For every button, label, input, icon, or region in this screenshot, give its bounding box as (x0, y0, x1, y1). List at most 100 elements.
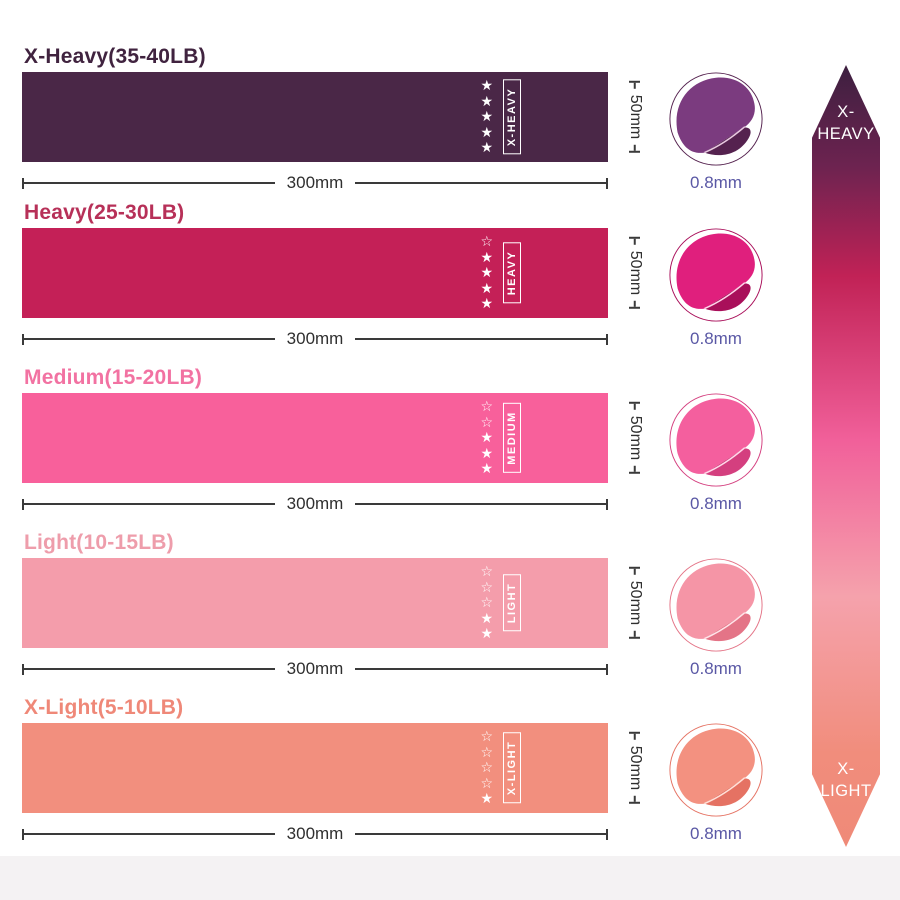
width-dimension: 300mm (22, 329, 608, 349)
star-icon: ☆ (480, 743, 493, 760)
star-icon: ★ (480, 279, 493, 296)
band-marks: ☆ ★ ★ ★ ★ HEAVY (480, 232, 524, 314)
width-label: 300mm (286, 329, 344, 348)
star-icon: ☆ (480, 413, 493, 430)
dimension-tick (22, 498, 24, 510)
thickness-label: 0.8mm (690, 659, 742, 678)
dimension-line (355, 338, 606, 340)
band-marks: ☆ ☆ ★ ★ ★ MEDIUM (480, 397, 524, 479)
level-tag-wrap: LIGHT (500, 562, 524, 644)
dimension-line (355, 182, 606, 184)
width-label: 300mm (286, 659, 344, 678)
width-dimension: 300mm (22, 494, 608, 514)
arrow-label-x-light: X- LIGHT (820, 760, 872, 800)
band-swatch: ☆ ★ ★ ★ ★ HEAVY (22, 228, 608, 318)
dimension-tick (629, 300, 641, 310)
star-icon: ☆ (480, 759, 493, 776)
dimension-line (24, 503, 275, 505)
folded-band-icon (669, 723, 763, 817)
dimension-line (355, 668, 606, 670)
dimension-line (24, 833, 275, 835)
height-dimension: 50mm (618, 228, 652, 318)
folded-band-icon (669, 393, 763, 487)
width-dimension: 300mm (22, 824, 608, 844)
star-icon: ☆ (480, 563, 493, 580)
band-section-x-heavy: X-Heavy(35-40LB) ★ ★ ★ ★ ★ X-HEAVY 300mm (0, 45, 900, 210)
dimension-tick (606, 177, 608, 189)
width-label: 300mm (286, 173, 344, 192)
dimension-line (355, 503, 606, 505)
band-photo-thumbnail (668, 227, 764, 323)
star-icon: ☆ (480, 398, 493, 415)
dimension-tick (606, 498, 608, 510)
height-label: 50mm (627, 580, 644, 626)
band-photo-thumbnail (668, 392, 764, 488)
star-rating: ☆ ☆ ☆ ★ ★ (480, 564, 493, 642)
level-tag: X-LIGHT (503, 732, 521, 804)
star-icon: ★ (480, 108, 493, 125)
dimension-line (24, 182, 275, 184)
folded-band-icon (669, 558, 763, 652)
band-section-light: Light(10-15LB) ☆ ☆ ☆ ★ ★ LIGHT 300mm (0, 531, 900, 696)
star-icon: ☆ (480, 233, 493, 250)
band-swatch: ☆ ☆ ☆ ★ ★ LIGHT (22, 558, 608, 648)
thickness-label: 0.8mm (690, 494, 742, 513)
width-dimension: 300mm (22, 659, 608, 679)
star-icon: ★ (480, 123, 493, 140)
height-dimension: 50mm (618, 393, 652, 483)
star-icon: ★ (480, 444, 493, 461)
star-icon: ★ (480, 139, 493, 156)
star-icon: ★ (480, 295, 493, 312)
band-title: Medium(15-20LB) (24, 366, 203, 389)
width-label: 300mm (286, 824, 344, 843)
star-icon: ★ (480, 77, 493, 94)
dimension-line (24, 668, 275, 670)
star-icon: ★ (480, 609, 493, 626)
dimension-tick (22, 177, 24, 189)
level-tag: HEAVY (503, 242, 521, 304)
dimension-tick (606, 333, 608, 345)
dimension-tick (606, 828, 608, 840)
dimension-tick (629, 566, 641, 576)
star-icon: ★ (480, 429, 493, 446)
thickness-label: 0.8mm (690, 824, 742, 843)
star-icon: ★ (480, 460, 493, 477)
level-tag: LIGHT (503, 574, 521, 632)
star-icon: ★ (480, 264, 493, 281)
level-tag: MEDIUM (503, 403, 521, 473)
dimension-tick (629, 401, 641, 411)
height-label: 50mm (627, 250, 644, 296)
dimension-tick (629, 795, 641, 805)
height-dimension: 50mm (618, 723, 652, 813)
dimension-tick (22, 663, 24, 675)
width-dimension: 300mm (22, 173, 608, 193)
star-icon: ☆ (480, 774, 493, 791)
star-icon: ☆ (480, 728, 493, 745)
band-title: Heavy(25-30LB) (24, 201, 185, 224)
level-tag: X-HEAVY (503, 79, 521, 155)
star-rating: ★ ★ ★ ★ ★ (480, 78, 493, 156)
height-label: 50mm (627, 415, 644, 461)
band-swatch: ☆ ☆ ★ ★ ★ MEDIUM (22, 393, 608, 483)
dimension-tick (629, 80, 641, 90)
band-marks: ☆ ☆ ☆ ★ ★ LIGHT (480, 562, 524, 644)
star-icon: ☆ (480, 578, 493, 595)
height-dimension: 50mm (618, 558, 652, 648)
star-icon: ★ (480, 790, 493, 807)
star-icon: ★ (480, 92, 493, 109)
level-tag-wrap: X-HEAVY (500, 76, 524, 158)
width-label: 300mm (286, 494, 344, 513)
star-icon: ☆ (480, 594, 493, 611)
arrow-label-x-heavy: X- HEAVY (817, 103, 875, 143)
star-rating: ☆ ★ ★ ★ ★ (480, 234, 493, 312)
band-title: X-Heavy(35-40LB) (24, 45, 206, 68)
band-photo-thumbnail (668, 722, 764, 818)
dimension-tick (629, 236, 641, 246)
level-tag-wrap: HEAVY (500, 232, 524, 314)
star-rating: ☆ ☆ ☆ ☆ ★ (480, 729, 493, 807)
band-section-heavy: Heavy(25-30LB) ☆ ★ ★ ★ ★ HEAVY 300mm (0, 201, 900, 366)
dimension-tick (22, 828, 24, 840)
band-section-x-light: X-Light(5-10LB) ☆ ☆ ☆ ☆ ★ X-LIGHT 300mm (0, 696, 900, 861)
dimension-tick (629, 144, 641, 154)
